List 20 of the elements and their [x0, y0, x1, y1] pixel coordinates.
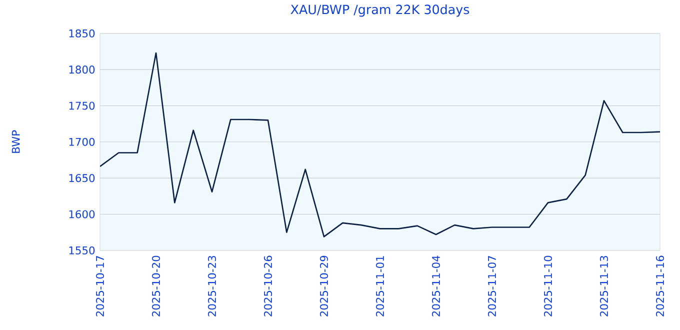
y-tick-label: 1550 [69, 246, 95, 254]
x-tick-label: 2025-10-26 [264, 256, 272, 316]
y-tick-label: 1750 [69, 101, 95, 110]
x-tick-label: 2025-11-01 [376, 256, 384, 316]
y-tick-label: 1600 [69, 210, 95, 218]
x-tick-label: 2025-11-10 [544, 256, 552, 316]
x-tick-label: 2025-11-13 [600, 256, 608, 316]
x-tick-label: 2025-10-17 [96, 256, 104, 316]
chart-title: XAU/BWP /gram 22K 30days [290, 4, 470, 16]
y-tick-label: 1650 [69, 174, 95, 182]
y-tick-label: 1850 [69, 29, 95, 38]
x-tick-label: 2025-10-29 [320, 256, 328, 316]
y-tick-label: 1800 [69, 65, 95, 74]
x-tick-label: 2025-11-07 [488, 256, 496, 316]
x-tick-label: 2025-10-23 [208, 256, 216, 316]
x-tick-label: 2025-10-20 [152, 256, 160, 316]
y-axis-title: BWP [12, 130, 20, 153]
x-tick-label: 2025-11-16 [656, 256, 664, 316]
y-tick-label: 1700 [69, 138, 95, 146]
x-tick-label: 2025-11-04 [432, 256, 440, 316]
